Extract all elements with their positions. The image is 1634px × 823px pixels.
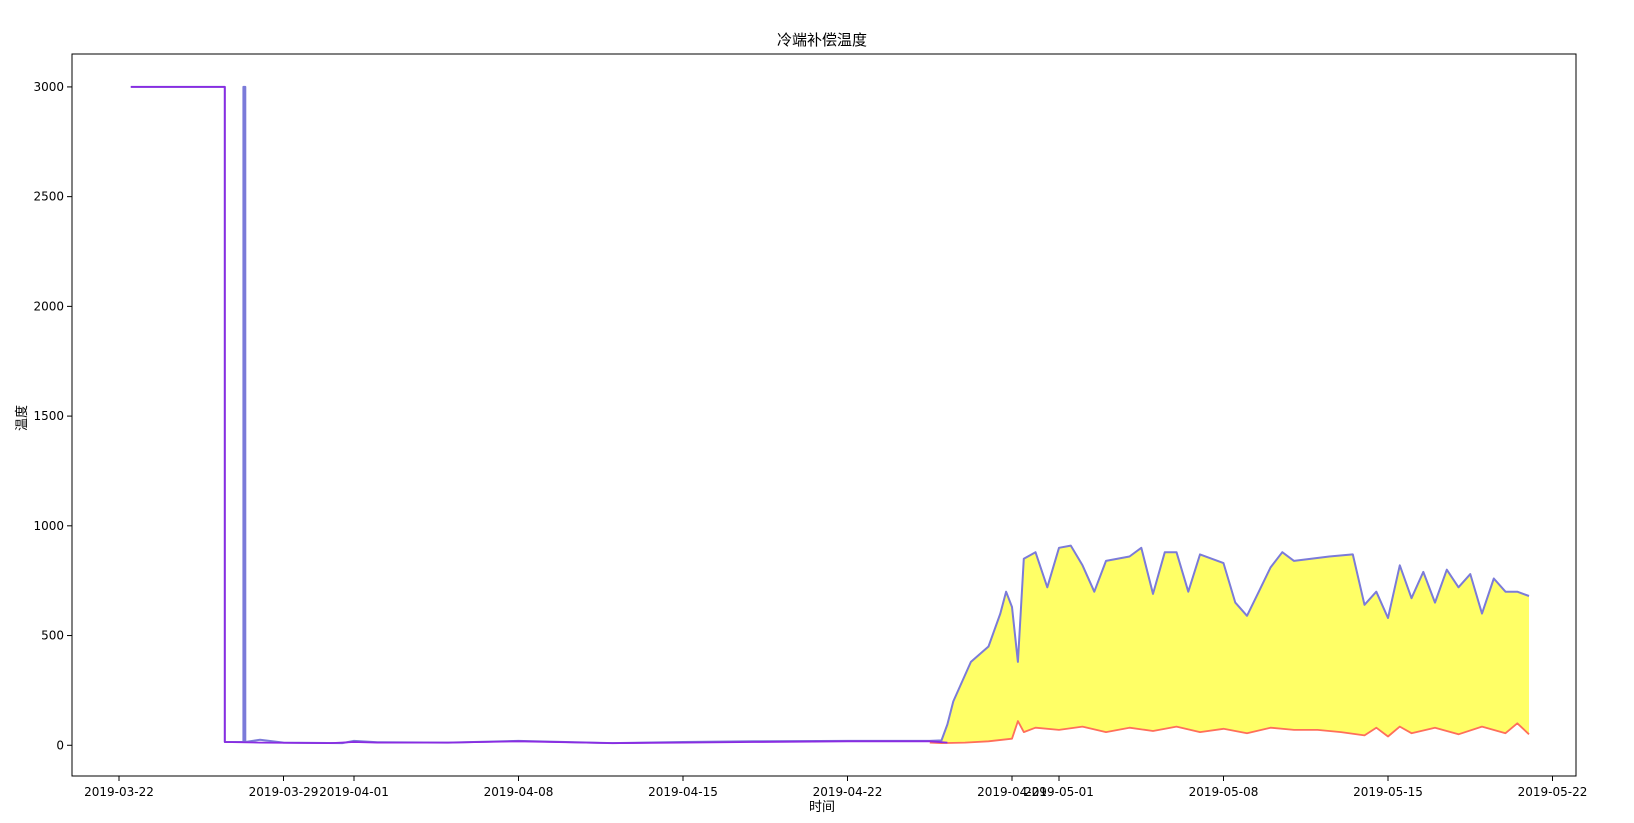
fill-between-area <box>941 545 1529 744</box>
y-tick-label-4: 2000 <box>33 299 64 313</box>
x-tick-label-5: 2019-04-22 <box>813 785 883 799</box>
series-line-1 <box>929 720 1530 744</box>
x-tick-label-9: 2019-05-15 <box>1353 785 1423 799</box>
x-tick-label-0: 2019-03-22 <box>84 785 154 799</box>
x-tick-label-1: 2019-03-29 <box>249 785 319 799</box>
chart-title: 冷端补偿温度 <box>777 31 867 49</box>
x-tick-label-7: 2019-05-01 <box>1024 785 1094 799</box>
x-tick-label-4: 2019-04-15 <box>648 785 718 799</box>
y-tick-label-2: 1000 <box>33 519 64 533</box>
x-tick-label-6: 2019-04-29 <box>977 785 1047 799</box>
plot-area <box>130 85 1530 745</box>
y-tick-label-6: 3000 <box>33 80 64 94</box>
y-tick-label-1: 500 <box>41 629 64 643</box>
series-line-2 <box>130 86 948 744</box>
y-tick-label-3: 1500 <box>33 409 64 423</box>
x-tick-label-2: 2019-04-01 <box>319 785 389 799</box>
y-axis-label: 温度 <box>14 405 30 431</box>
y-tick-label-0: 0 <box>56 738 64 752</box>
x-tick-label-8: 2019-05-08 <box>1189 785 1259 799</box>
plot-frame <box>71 53 1577 777</box>
x-axis-label: 时间 <box>809 800 835 815</box>
y-tick-label-5: 2500 <box>33 190 64 204</box>
x-tick-label-10: 2019-05-22 <box>1518 785 1588 799</box>
x-tick-label-3: 2019-04-08 <box>484 785 554 799</box>
